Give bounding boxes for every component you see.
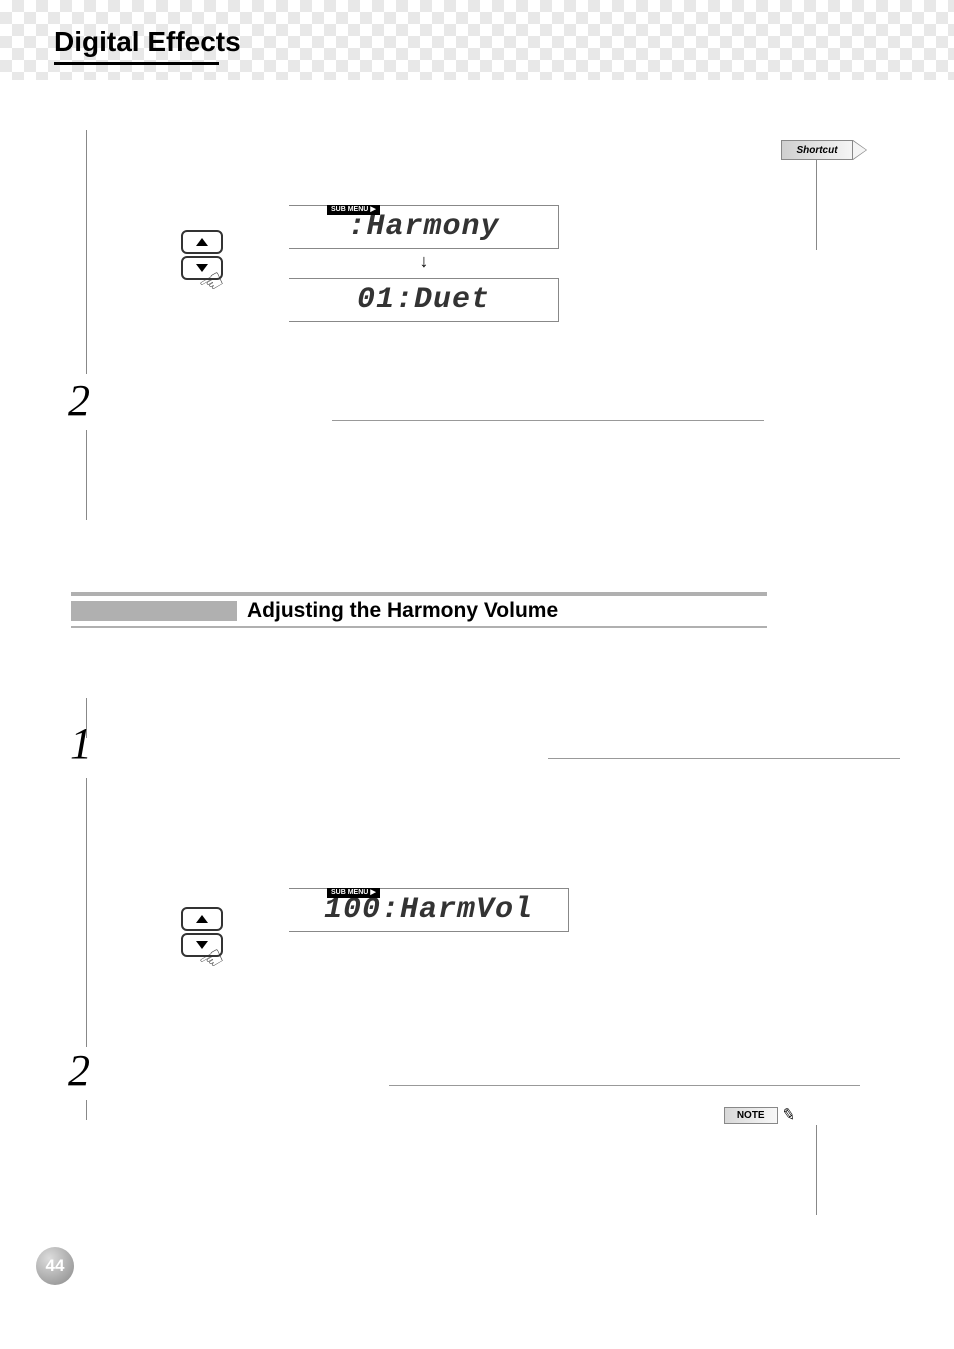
page-title: Digital Effects <box>54 26 241 58</box>
down-arrow-icon: ↓ <box>289 251 559 272</box>
step-heading-line <box>548 758 900 759</box>
step-number: 1 <box>70 718 92 769</box>
lcd-display: 01:Duet <box>289 278 559 322</box>
section-left-bar <box>71 601 237 621</box>
step-guide-line <box>86 130 87 374</box>
note-label: NOTE <box>724 1107 778 1124</box>
section-bottom-line <box>71 626 767 628</box>
lcd-display-group: SUB MENU :Harmony ↓ 01:Duet <box>181 205 559 322</box>
step-guide-line <box>86 1100 87 1120</box>
note-guide-line <box>816 1125 817 1215</box>
step-number: 2 <box>68 1045 90 1096</box>
step-heading-line <box>389 1085 860 1086</box>
pencil-icon: ✎ <box>780 1104 797 1126</box>
page-number: 44 <box>46 1256 65 1276</box>
title-underline <box>54 62 219 65</box>
step-heading-line <box>332 420 764 421</box>
step-number: 2 <box>68 375 90 426</box>
shortcut-arrow-icon <box>853 140 867 160</box>
shortcut-guide-line <box>816 160 817 250</box>
note-badge: NOTE ✎ <box>724 1105 795 1125</box>
section-title: Adjusting the Harmony Volume <box>237 599 568 623</box>
step-guide-line <box>86 430 87 520</box>
lcd-display-group: SUB MENU 100:HarmVol <box>181 888 569 932</box>
section-header: Adjusting the Harmony Volume <box>71 592 767 628</box>
sub-menu-badge: SUB MENU <box>327 205 380 215</box>
section-top-line <box>71 592 767 596</box>
step-guide-line <box>86 778 87 1047</box>
shortcut-badge: Shortcut <box>781 140 853 160</box>
sub-menu-badge: SUB MENU <box>327 888 380 898</box>
shortcut-label: Shortcut <box>796 145 837 156</box>
page-number-badge: 44 <box>36 1247 74 1285</box>
